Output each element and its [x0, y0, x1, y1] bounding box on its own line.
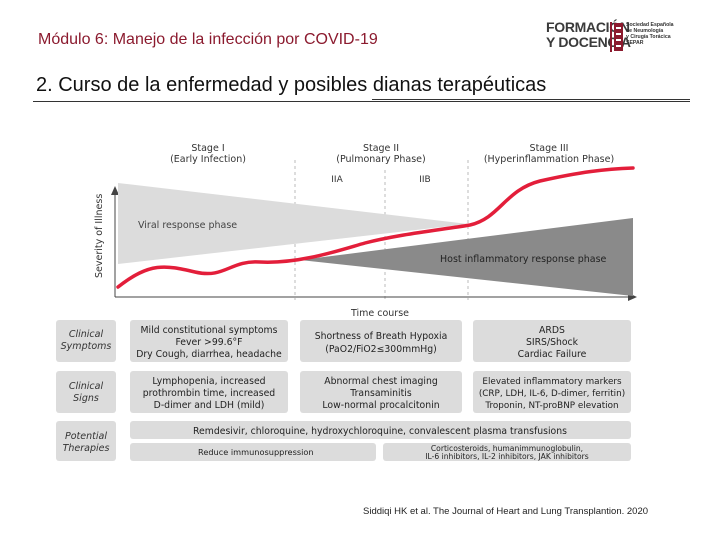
symptoms-stage3-line3: Cardiac Failure — [518, 349, 587, 360]
signs-cell-stage3 — [473, 371, 631, 413]
stage-3-name: Stage III — [530, 143, 569, 154]
signs-stage2-line2: Transaminitis — [349, 388, 412, 399]
signs-stage3-line2: (CRP, LDH, IL-6, D-dimer, ferritin) — [479, 389, 625, 399]
symptoms-cell-stage2 — [300, 320, 462, 362]
society-line-2: de Neumología — [626, 28, 664, 34]
signs-cell-stage1 — [130, 371, 288, 413]
symptoms-stage1-line3: Dry Cough, diarrhea, headache — [136, 349, 282, 360]
stage-3-phase: (Hyperinflammation Phase) — [484, 154, 614, 165]
module-title: Módulo 6: Manejo de la infección por COV… — [38, 31, 378, 48]
therapy-bar-antivirals — [130, 421, 631, 439]
host-inflammatory-wedge — [300, 218, 633, 296]
logo: FORMACIÓN Y DOCENCIA Sociedad Española d… — [546, 20, 686, 56]
symptoms-cell-stage1 — [130, 320, 288, 362]
logo-divider — [610, 22, 612, 52]
signs-stage2-line1: Abnormal chest imaging — [324, 376, 438, 387]
host-inflammatory-label: Host inflammatory response phase — [440, 254, 607, 265]
x-axis-label: Time course — [350, 308, 409, 319]
stage-2a-label: IIA — [331, 175, 343, 185]
therapy-antivirals-text: Remdesivir, chloroquine, hydroxychloroqu… — [193, 426, 567, 437]
society-line-3: y Cirugía Torácica — [626, 34, 671, 40]
y-axis-label: Severity of Illness — [94, 194, 105, 278]
stage-1-phase: (Early Infection) — [170, 154, 246, 165]
viral-response-label: Viral response phase — [138, 220, 237, 231]
symptoms-stage2-line2: (PaO2/FiO2≤300mmHg) — [325, 344, 437, 355]
therapy-bar-reduce-immunosuppression — [130, 443, 376, 461]
separ-emblem-icon — [614, 23, 623, 51]
row-label-box-therapies — [56, 421, 116, 461]
y-axis-arrow-icon — [111, 186, 119, 195]
stage-2-phase: (Pulmonary Phase) — [336, 154, 425, 165]
stage-2-name: Stage II — [363, 143, 399, 154]
therapy-immuno-line2: IL-6 inhibitors, IL-2 inhibitors, JAK in… — [425, 452, 588, 461]
row-label-symptoms-2: Symptoms — [61, 341, 112, 352]
title-underline-accent — [372, 99, 690, 100]
row-label-box-symptoms — [56, 320, 116, 362]
symptoms-stage3-line1: ARDS — [539, 325, 565, 336]
symptoms-cell-stage3 — [473, 320, 631, 362]
signs-stage1-line1: Lymphopenia, increased — [152, 376, 265, 387]
stage-1-name: Stage I — [191, 143, 224, 154]
row-label-signs-1: Clinical — [69, 381, 104, 392]
title-underline — [33, 101, 690, 102]
viral-response-wedge — [118, 183, 468, 264]
severity-curve — [116, 166, 635, 289]
therapy-reduce-text: Reduce immunosuppression — [198, 447, 314, 457]
signs-stage1-line3: D-dimer and LDH (mild) — [154, 400, 265, 411]
signs-stage2-line3: Low-normal procalcitonin — [322, 400, 439, 411]
symptoms-stage1-line1: Mild constitutional symptoms — [141, 325, 278, 336]
row-label-symptoms-1: Clinical — [69, 329, 104, 340]
therapy-immuno-line1: Corticosteroids, humanimmunoglobulin, — [431, 444, 583, 453]
stage-2b-label: IIB — [419, 175, 430, 185]
society-line-1: Sociedad Española — [626, 22, 674, 28]
signs-stage1-line2: prothrombin time, increased — [143, 388, 276, 399]
citation: Siddiqi HK et al. The Journal of Heart a… — [363, 506, 649, 517]
logo-line-1: FORMACIÓN — [546, 19, 630, 35]
signs-stage3-line3: Troponin, NT-proBNP elevation — [484, 401, 618, 411]
row-label-therapies-1: Potential — [65, 431, 107, 442]
logo-line-2: Y DOCENCIA — [546, 34, 631, 50]
signs-stage3-line1: Elevated inflammatory markers — [482, 377, 622, 387]
symptoms-stage2-line1: Shortness of Breath Hypoxia — [315, 331, 448, 342]
row-label-box-signs — [56, 371, 116, 413]
row-label-signs-2: Signs — [73, 393, 99, 404]
therapy-bar-immunomodulators — [383, 443, 631, 461]
symptoms-stage1-line2: Fever >99.6°F — [175, 337, 242, 348]
signs-cell-stage2 — [300, 371, 462, 413]
symptoms-stage3-line2: SIRS/Shock — [526, 337, 579, 348]
section-title: 2. Curso de la enfermedad y posibles dia… — [36, 74, 547, 96]
row-label-therapies-2: Therapies — [63, 443, 110, 454]
society-line-4: SEPAR — [626, 40, 644, 46]
